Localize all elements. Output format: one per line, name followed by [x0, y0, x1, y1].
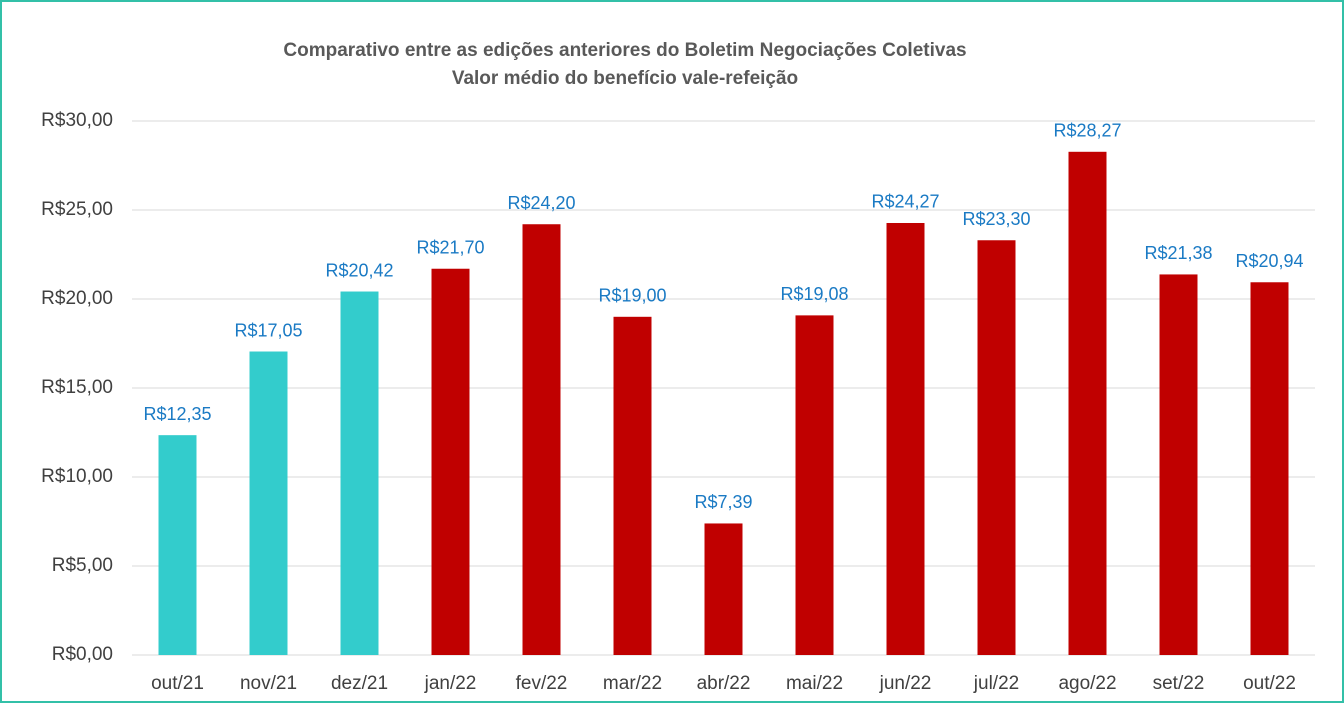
chart-title: Comparativo entre as edições anteriores …	[283, 40, 966, 61]
data-label: R$7,39	[694, 492, 752, 512]
bar	[886, 222, 925, 655]
x-tick-label: out/22	[1243, 673, 1296, 694]
data-label: R$21,70	[416, 237, 484, 257]
x-tick-label: jan/22	[424, 673, 477, 694]
data-label: R$24,27	[871, 192, 939, 212]
x-tick-label: fev/22	[516, 673, 568, 694]
data-label: R$19,08	[780, 284, 848, 304]
data-label: R$17,05	[234, 320, 302, 340]
y-tick-label: R$25,00	[41, 199, 113, 220]
x-tick-label: out/21	[151, 673, 204, 694]
bar	[522, 224, 561, 656]
bar	[158, 435, 197, 655]
y-tick-label: R$10,00	[41, 466, 113, 487]
y-tick-label: R$15,00	[41, 377, 113, 398]
x-tick-label: abr/22	[697, 673, 751, 694]
x-tick-label: ago/22	[1058, 673, 1116, 694]
data-label: R$20,94	[1235, 251, 1303, 271]
bar	[249, 351, 288, 655]
x-tick-label: dez/21	[331, 673, 388, 694]
y-tick-label: R$0,00	[52, 644, 113, 665]
bar	[795, 315, 834, 655]
y-tick-label: R$30,00	[41, 110, 113, 131]
data-label: R$24,20	[507, 193, 575, 213]
bar	[977, 240, 1016, 655]
x-tick-label: mai/22	[786, 673, 843, 694]
data-label: R$12,35	[143, 404, 211, 424]
data-label: R$23,30	[962, 209, 1030, 229]
data-label: R$21,38	[1144, 243, 1212, 263]
bar	[1068, 151, 1107, 655]
chart-subtitle: Valor médio do benefício vale-refeição	[452, 68, 798, 89]
bar	[431, 268, 470, 655]
bar	[340, 291, 379, 655]
bar	[613, 316, 652, 655]
x-tick-label: nov/21	[240, 673, 297, 694]
x-tick-label: mar/22	[603, 673, 662, 694]
x-tick-label: jun/22	[879, 673, 932, 694]
bar	[1250, 282, 1289, 655]
data-label: R$28,27	[1053, 121, 1121, 141]
x-tick-label: set/22	[1153, 673, 1205, 694]
y-tick-label: R$20,00	[41, 288, 113, 309]
data-label: R$19,00	[598, 286, 666, 306]
y-tick-label: R$5,00	[52, 555, 113, 576]
bar	[704, 523, 743, 655]
x-tick-label: jul/22	[973, 673, 1019, 694]
data-label: R$20,42	[325, 260, 393, 280]
bar	[1159, 274, 1198, 655]
